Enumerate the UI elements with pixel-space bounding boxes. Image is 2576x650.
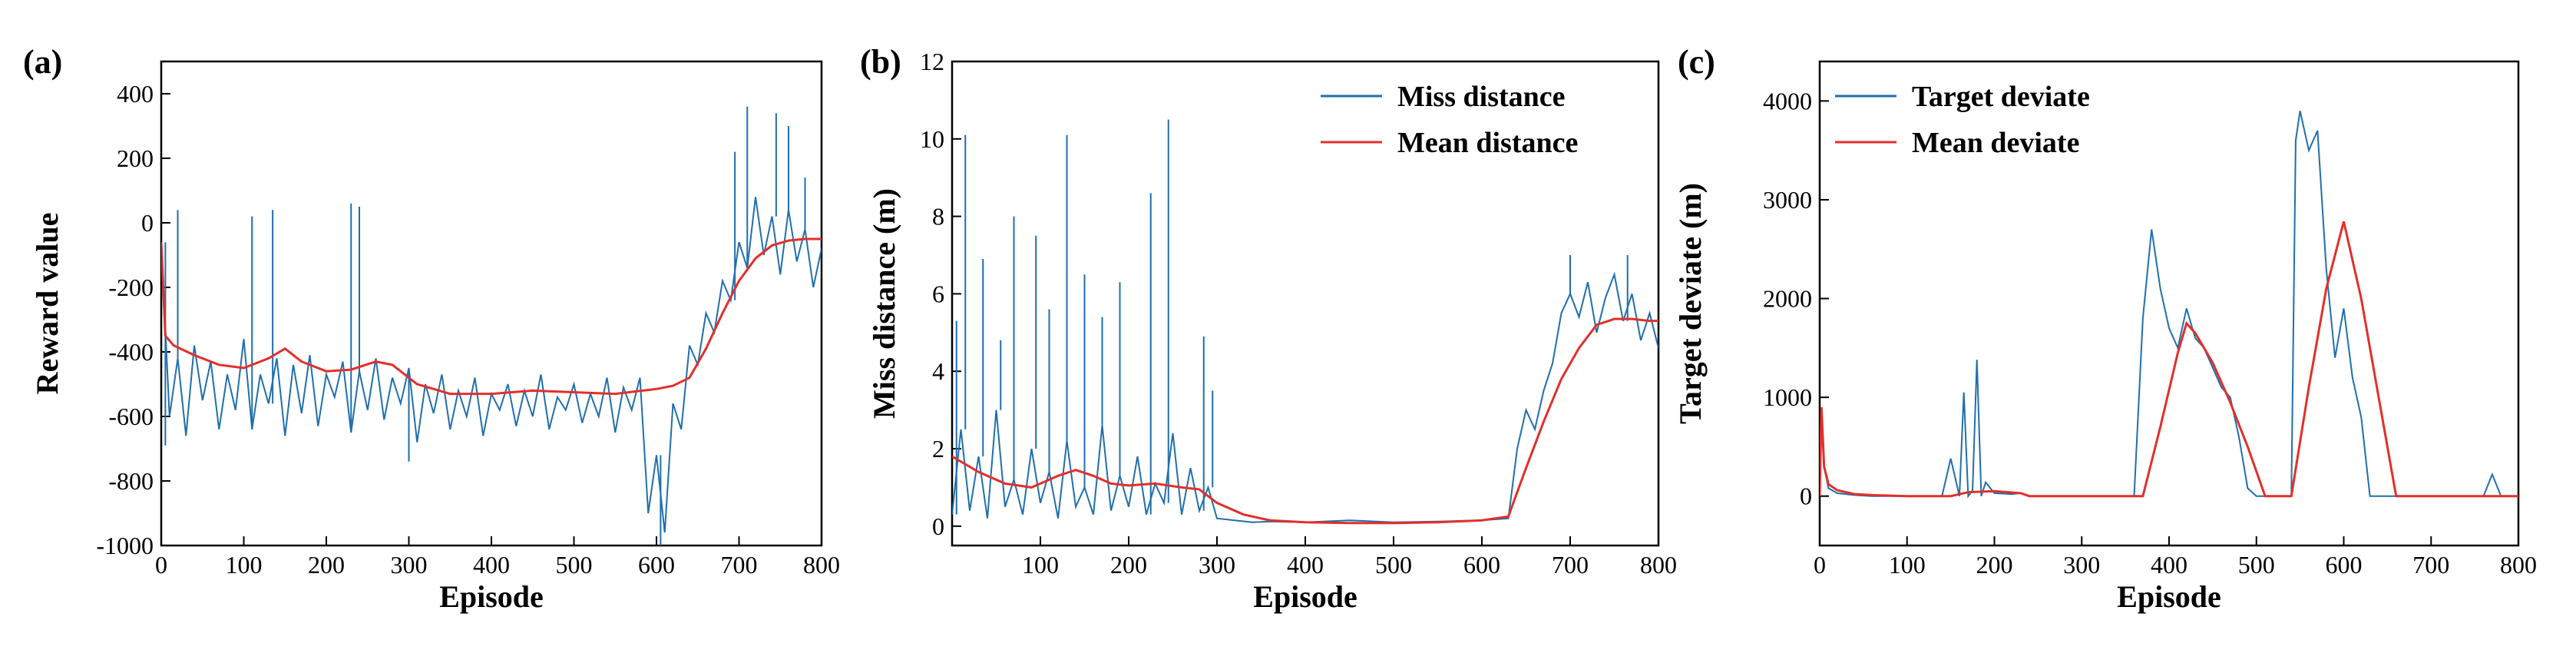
x-tick-label: 600 <box>2326 551 2363 579</box>
x-tick-label: 0 <box>1814 551 1826 579</box>
legend-label: Mean distance <box>1397 127 1578 159</box>
chart-panel-2: 0 100 200 300 400 500 600 700 800 0 1000 2000 3000 40… <box>1673 43 2537 614</box>
x-tick-label: 500 <box>556 551 593 579</box>
y-tick-label: -400 <box>108 338 154 366</box>
x-tick-label: 500 <box>1375 551 1412 579</box>
legend-label: Miss distance <box>1397 81 1566 113</box>
series-mean-line <box>1820 221 2518 498</box>
y-tick-label: -200 <box>108 274 154 301</box>
series-mean-line <box>161 237 822 396</box>
panel-label: (a) <box>23 43 62 81</box>
y-tick-label: -800 <box>108 467 154 495</box>
panel-label: (c) <box>1678 43 1715 81</box>
x-tick-label: 700 <box>2412 551 2449 579</box>
legend-label: Target deviate <box>1912 81 2090 113</box>
x-tick-label: 800 <box>2500 551 2537 579</box>
x-tick-label: 800 <box>1640 551 1677 579</box>
y-tick-label: 12 <box>920 48 944 75</box>
x-tick-label: 700 <box>721 551 758 579</box>
x-tick-label: 400 <box>473 551 510 579</box>
chart-panel-0: 0 100 200 300 400 500 600 700 800 -1000 -800 -600 -4… <box>23 43 840 614</box>
y-axis-title: Reward value <box>30 213 64 395</box>
plot-frame <box>160 60 823 547</box>
y-tick-label: 0 <box>1800 483 1812 510</box>
series-noisy-line <box>161 197 822 533</box>
x-tick-label: 200 <box>308 551 345 579</box>
y-tick-label: 10 <box>920 125 944 153</box>
x-tick-label: 400 <box>1287 551 1324 579</box>
y-tick-label: 6 <box>932 280 944 307</box>
y-tick-label: 1000 <box>1763 383 1812 411</box>
series-mean-line <box>952 317 1658 525</box>
y-tick-label: 0 <box>141 209 154 237</box>
x-axis-title: Episode <box>2117 579 2221 614</box>
y-tick-label: -1000 <box>96 532 154 559</box>
y-axis-title: Miss distance (m) <box>867 188 901 419</box>
x-tick-label: 100 <box>226 551 263 579</box>
x-tick-label: 800 <box>803 551 840 579</box>
x-tick-label: 600 <box>638 551 675 579</box>
legend-label: Mean deviate <box>1912 127 2079 159</box>
y-tick-label: 3000 <box>1763 186 1812 214</box>
x-axis-title: Episode <box>439 579 544 614</box>
y-tick-label: 0 <box>932 512 944 540</box>
y-axis-title: Target deviate (m) <box>1673 183 1708 424</box>
x-tick-label: 200 <box>1110 551 1147 579</box>
y-tick-label: 2 <box>932 435 944 463</box>
x-tick-label: 500 <box>2238 551 2275 579</box>
x-tick-label: 300 <box>391 551 428 579</box>
y-tick-label: 4000 <box>1763 87 1812 114</box>
x-tick-label: 100 <box>1022 551 1059 579</box>
panel-label: (b) <box>860 43 901 81</box>
chart-panel-1: 100 200 300 400 500 600 700 800 0 2 4 6 8 10 12 (b) Epis… <box>860 43 1677 614</box>
series-noisy-line <box>952 271 1658 523</box>
x-tick-label: 400 <box>2151 551 2187 579</box>
x-tick-label: 300 <box>2063 551 2100 579</box>
y-tick-label: 4 <box>932 357 944 385</box>
y-tick-label: 2000 <box>1763 285 1812 313</box>
x-tick-label: 200 <box>1976 551 2013 579</box>
x-axis-title: Episode <box>1253 579 1357 614</box>
y-tick-label: 200 <box>117 144 154 172</box>
x-tick-label: 100 <box>1889 551 1926 579</box>
y-tick-label: 400 <box>117 80 154 108</box>
x-tick-label: 600 <box>1463 551 1500 579</box>
y-tick-label: -600 <box>108 403 154 430</box>
x-tick-label: 300 <box>1199 551 1235 579</box>
y-tick-label: 8 <box>932 203 944 230</box>
x-tick-label: 0 <box>155 551 167 579</box>
x-tick-label: 700 <box>1552 551 1589 579</box>
series-noisy-line <box>1820 111 2518 499</box>
